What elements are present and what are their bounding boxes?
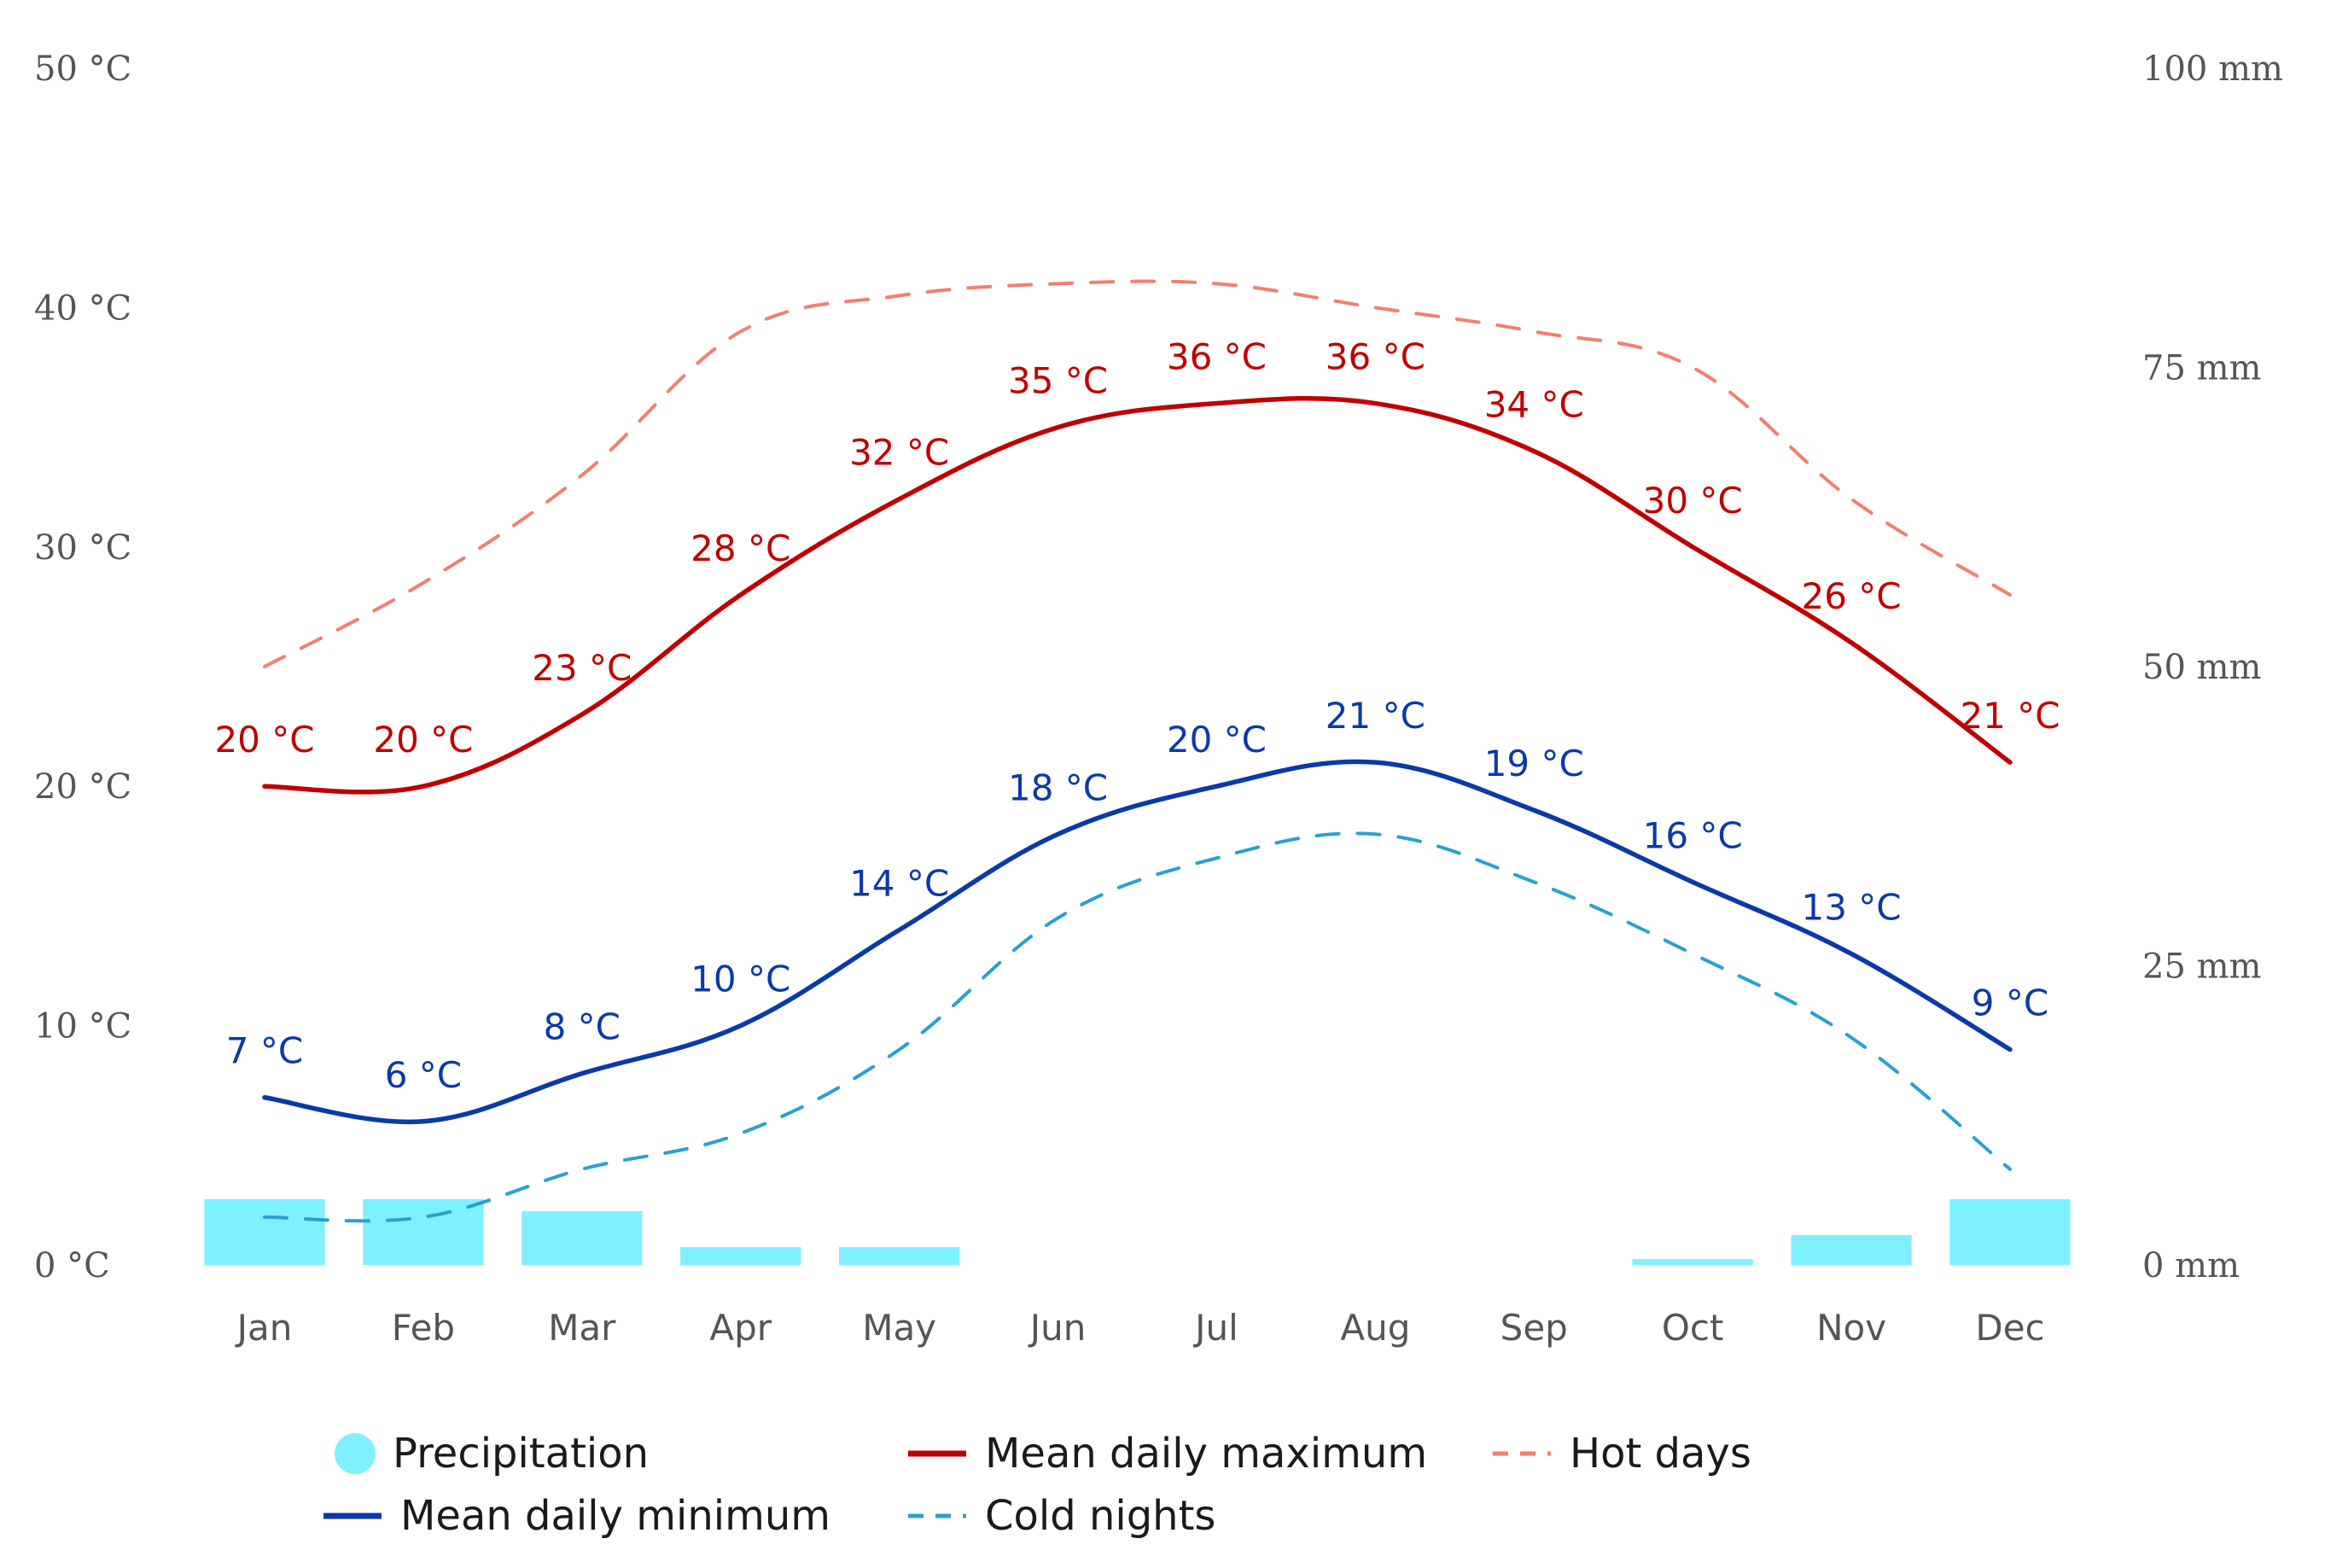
series-line-hot-days (263, 279, 2012, 668)
left-tick-label: 30 °C (34, 528, 131, 568)
precipitation-bar (363, 1198, 484, 1265)
data-label: 34 °C (1484, 384, 1584, 426)
precipitation-swatch-icon (335, 1433, 376, 1474)
data-label: 23 °C (532, 647, 632, 689)
legend-mean-daily-minimum[interactable]: Mean daily minimum (320, 1492, 830, 1540)
legend-label-max: Mean daily maximum (985, 1430, 1428, 1478)
precipitation-bar (1949, 1198, 2071, 1265)
right-tick-label: 75 mm (2142, 349, 2261, 388)
legend-label-cold: Cold nights (985, 1492, 1216, 1540)
dashed-line-icon (1493, 1451, 1551, 1456)
x-tick-label: Dec (1975, 1307, 2044, 1349)
x-tick-label: Jun (1028, 1307, 1087, 1349)
dashed-line-icon (908, 1513, 966, 1518)
data-label: 36 °C (1326, 336, 1425, 378)
data-label: 36 °C (1167, 336, 1267, 378)
x-tick-label: Jan (235, 1307, 293, 1349)
left-tick-label: 50 °C (34, 50, 131, 89)
data-label: 28 °C (691, 528, 790, 569)
data-label: 30 °C (1643, 480, 1743, 522)
solid-line-icon (323, 1513, 382, 1519)
data-label: 8 °C (544, 1006, 621, 1048)
solid-line-icon (908, 1450, 966, 1457)
left-tick-label: 10 °C (34, 1007, 131, 1046)
data-label: 7 °C (226, 1030, 303, 1072)
x-tick-label: Mar (548, 1307, 616, 1349)
data-label: 32 °C (849, 432, 949, 474)
x-tick-label: Sep (1500, 1307, 1568, 1349)
series-line-mean-daily-maximum (262, 395, 2013, 795)
legend-hot-days[interactable]: Hot days (1489, 1430, 1751, 1478)
data-label: 16 °C (1643, 814, 1743, 856)
precipitation-bar (1791, 1234, 1912, 1265)
right-tick-label: 0 mm (2142, 1246, 2240, 1285)
data-label: 21 °C (1326, 695, 1425, 737)
data-label: 14 °C (849, 862, 949, 904)
data-label: 20 °C (214, 719, 314, 761)
data-label: 18 °C (1008, 767, 1108, 808)
x-tick-label: Aug (1340, 1307, 1410, 1349)
x-tick-label: Nov (1816, 1307, 1886, 1349)
right-tick-label: 50 mm (2142, 648, 2261, 687)
left-tick-label: 0 °C (34, 1246, 110, 1285)
data-label: 26 °C (1802, 575, 1902, 617)
x-tick-label: Oct (1662, 1307, 1724, 1349)
precipitation-bar (204, 1198, 325, 1265)
data-label: 10 °C (691, 959, 790, 1000)
precipitation-bar (680, 1246, 801, 1265)
data-label: 9 °C (1972, 982, 2048, 1024)
precipitation-bars (204, 1198, 2071, 1265)
left-axis: 0 °C 10 °C 20 °C 30 °C 40 °C 50 °C (34, 50, 131, 1285)
precipitation-bar (1632, 1258, 1753, 1265)
right-axis: 0 mm 25 mm 50 mm 75 mm 100 mm (2142, 50, 2283, 1285)
x-tick-label: May (862, 1307, 936, 1349)
data-label: 6 °C (385, 1054, 462, 1096)
data-label: 13 °C (1802, 886, 1902, 928)
data-label: 35 °C (1008, 360, 1108, 402)
data-label: 20 °C (1167, 719, 1267, 761)
legend-cold-nights[interactable]: Cold nights (905, 1492, 1215, 1540)
right-tick-label: 25 mm (2142, 947, 2261, 987)
left-tick-label: 20 °C (34, 767, 131, 807)
x-tick-label: Apr (709, 1307, 772, 1349)
series-line-mean-daily-minimum (262, 759, 2013, 1125)
legend-label-precipitation: Precipitation (393, 1430, 650, 1478)
data-label: 20 °C (373, 719, 473, 761)
x-tick-label: Jul (1192, 1307, 1238, 1349)
legend-label-hot: Hot days (1570, 1430, 1751, 1478)
x-axis: Jan Feb Mar Apr May Jun Jul Aug Sep Oct Nov Dec (235, 1307, 2045, 1349)
data-labels: 20 °C 20 °C 23 °C 28 °C 32 °C 35 °C 36 °C 36 °C… (214, 336, 2060, 1096)
chart-lines (262, 279, 2013, 1223)
legend-mean-daily-maximum[interactable]: Mean daily maximum (905, 1430, 1427, 1478)
left-tick-label: 40 °C (34, 289, 131, 328)
precipitation-bar (838, 1246, 960, 1265)
data-label: 21 °C (1960, 695, 2060, 737)
series-line-cold-nights (263, 831, 2012, 1223)
x-tick-label: Feb (392, 1307, 455, 1349)
precipitation-bar (522, 1210, 643, 1265)
legend-label-min: Mean daily minimum (400, 1492, 831, 1540)
right-tick-label: 100 mm (2142, 50, 2283, 89)
data-label: 19 °C (1484, 743, 1584, 784)
legend-precipitation[interactable]: Precipitation (333, 1430, 649, 1478)
